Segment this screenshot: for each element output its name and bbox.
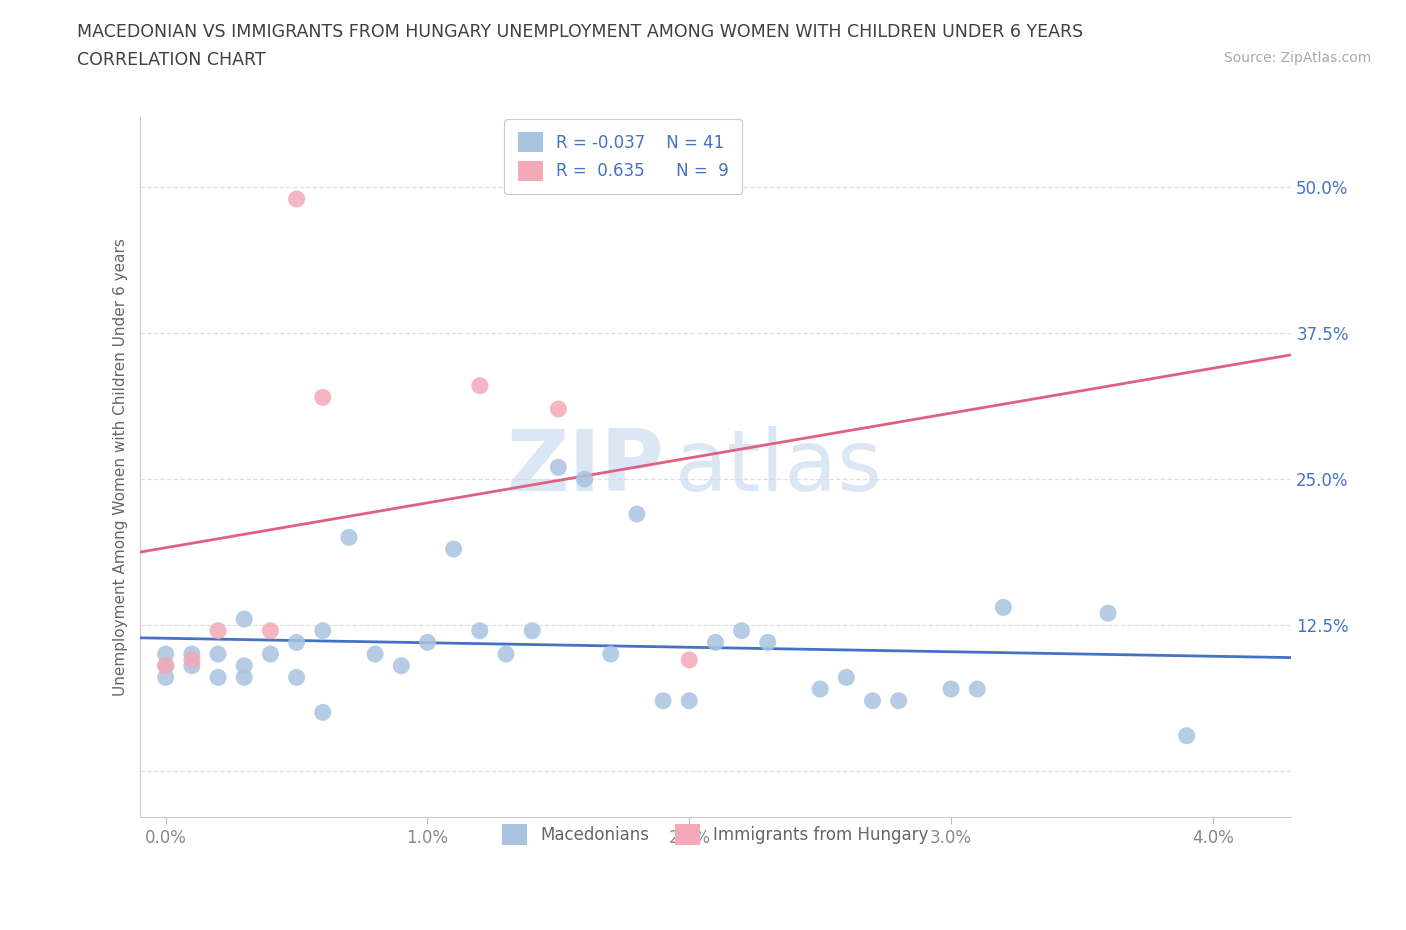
Point [180, 653, 202, 668]
Point [155, 646, 177, 661]
Point [233, 658, 256, 673]
Legend: Macedonians, Immigrants from Hungary: Macedonians, Immigrants from Hungary [489, 811, 942, 858]
Point [808, 682, 831, 697]
Text: ZIP: ZIP [506, 426, 664, 509]
Point [887, 693, 910, 708]
Point [364, 646, 387, 661]
Point [1175, 728, 1198, 743]
Text: Source: ZipAtlas.com: Source: ZipAtlas.com [1223, 51, 1371, 65]
Point [678, 653, 700, 668]
Point [389, 658, 412, 673]
Text: MACEDONIAN VS IMMIGRANTS FROM HUNGARY UNEMPLOYMENT AMONG WOMEN WITH CHILDREN UND: MACEDONIAN VS IMMIGRANTS FROM HUNGARY UN… [77, 23, 1084, 41]
Point [207, 646, 229, 661]
Point [522, 623, 544, 638]
Point [312, 390, 335, 405]
Point [233, 670, 256, 684]
Point [993, 600, 1015, 615]
Point [652, 693, 675, 708]
Text: atlas: atlas [675, 426, 883, 509]
Point [1097, 605, 1119, 620]
Point [468, 623, 491, 638]
Point [547, 402, 569, 417]
Point [468, 379, 491, 393]
Point [312, 705, 335, 720]
Point [233, 612, 256, 627]
Point [285, 192, 308, 206]
Point [443, 541, 465, 556]
Point [678, 693, 700, 708]
Point [862, 693, 884, 708]
Point [285, 635, 308, 650]
Point [337, 530, 360, 545]
Point [207, 670, 229, 684]
Point [835, 670, 858, 684]
Point [966, 682, 988, 697]
Point [574, 472, 596, 486]
Point [259, 623, 281, 638]
Point [416, 635, 439, 650]
Point [756, 635, 779, 650]
Point [704, 635, 727, 650]
Point [939, 682, 962, 697]
Point [312, 623, 335, 638]
Point [730, 623, 752, 638]
Point [547, 460, 569, 475]
Point [599, 646, 621, 661]
Point [155, 658, 177, 673]
Point [155, 658, 177, 673]
Point [207, 623, 229, 638]
Text: CORRELATION CHART: CORRELATION CHART [77, 51, 266, 69]
Point [626, 507, 648, 522]
Point [180, 658, 202, 673]
Point [155, 670, 177, 684]
Point [495, 646, 517, 661]
Point [285, 670, 308, 684]
Point [259, 646, 281, 661]
Y-axis label: Unemployment Among Women with Children Under 6 years: Unemployment Among Women with Children U… [114, 238, 128, 697]
Point [180, 646, 202, 661]
